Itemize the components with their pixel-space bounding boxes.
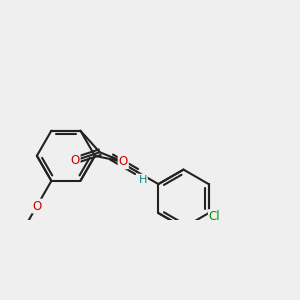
Text: H: H: [139, 175, 147, 185]
Text: O: O: [118, 155, 128, 168]
Text: O: O: [32, 200, 41, 212]
Text: Cl: Cl: [209, 210, 220, 223]
Text: O: O: [70, 154, 80, 167]
